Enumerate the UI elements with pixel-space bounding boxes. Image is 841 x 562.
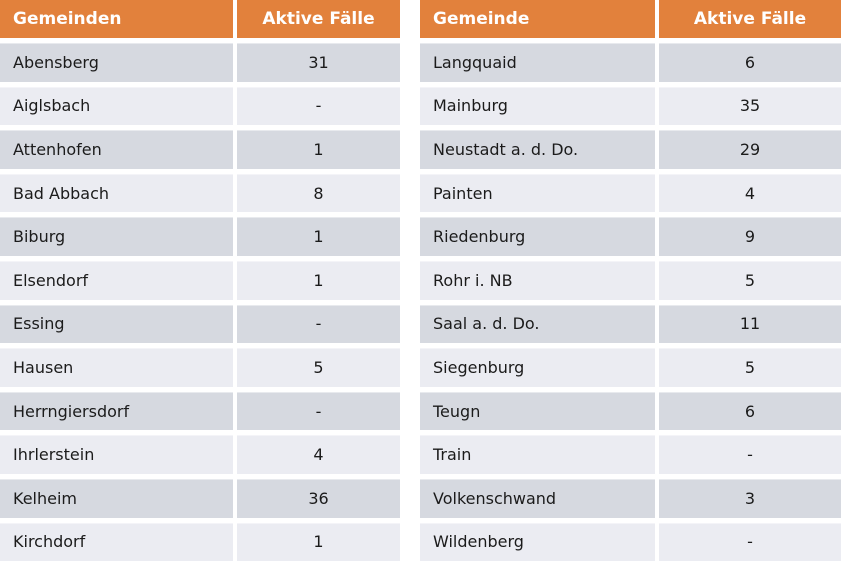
active-cases-value-cell: - xyxy=(237,304,400,344)
municipality-name-cell: Ihrlerstein xyxy=(0,435,233,474)
active-cases-value-cell: 29 xyxy=(659,130,841,169)
municipality-name-cell: Abensberg xyxy=(0,43,233,82)
column-header-gemeinden-left: Gemeinden xyxy=(0,0,233,38)
active-cases-value-cell: 1 xyxy=(237,130,400,169)
municipality-name-cell: Langquaid xyxy=(420,43,655,82)
active-cases-value-cell: 1 xyxy=(237,522,400,562)
active-cases-value-cell: 5 xyxy=(237,348,400,387)
active-cases-value-cell: - xyxy=(237,391,400,431)
column-header-aktive-faelle-left: Aktive Fälle xyxy=(237,0,400,38)
municipality-name-cell: Mainburg xyxy=(420,86,655,126)
active-cases-value-cell: 31 xyxy=(237,43,400,82)
active-cases-value-cell: - xyxy=(237,86,400,126)
column-header-aktive-faelle-right: Aktive Fälle xyxy=(659,0,841,38)
municipality-name-cell: Riedenburg xyxy=(420,217,655,256)
municipality-name-cell: Aiglsbach xyxy=(0,86,233,126)
active-cases-value-cell: 8 xyxy=(237,173,400,213)
active-cases-value-cell: 6 xyxy=(659,43,841,82)
municipality-name-cell: Rohr i. NB xyxy=(420,260,655,300)
municipality-name-cell: Wildenberg xyxy=(420,522,655,562)
municipality-name-cell: Herrngiersdorf xyxy=(0,391,233,431)
municipality-name-cell: Teugn xyxy=(420,391,655,431)
active-cases-value-cell: 1 xyxy=(237,217,400,256)
active-cases-value-cell: - xyxy=(659,435,841,474)
municipality-name-cell: Elsendorf xyxy=(0,260,233,300)
active-cases-value-cell: 6 xyxy=(659,391,841,431)
municipality-name-cell: Essing xyxy=(0,304,233,344)
active-cases-value-cell: 11 xyxy=(659,304,841,344)
active-cases-value-cell: 3 xyxy=(659,478,841,518)
active-cases-value-cell: 36 xyxy=(237,478,400,518)
active-cases-value-cell: 4 xyxy=(237,435,400,474)
municipality-name-cell: Neustadt a. d. Do. xyxy=(420,130,655,169)
municipality-name-cell: Attenhofen xyxy=(0,130,233,169)
active-cases-value-cell: 1 xyxy=(237,260,400,300)
column-header-gemeinde-right: Gemeinde xyxy=(420,0,655,38)
municipality-name-cell: Volkenschwand xyxy=(420,478,655,518)
municipality-name-cell: Bad Abbach xyxy=(0,173,233,213)
active-cases-value-cell: 35 xyxy=(659,86,841,126)
active-cases-value-cell: 9 xyxy=(659,217,841,256)
active-cases-value-cell: - xyxy=(659,522,841,562)
municipality-name-cell: Train xyxy=(420,435,655,474)
municipality-name-cell: Biburg xyxy=(0,217,233,256)
municipality-name-cell: Kirchdorf xyxy=(0,522,233,562)
municipality-name-cell: Saal a. d. Do. xyxy=(420,304,655,344)
municipality-name-cell: Siegenburg xyxy=(420,348,655,387)
active-cases-value-cell: 4 xyxy=(659,173,841,213)
municipality-name-cell: Hausen xyxy=(0,348,233,387)
municipality-name-cell: Kelheim xyxy=(0,478,233,518)
active-cases-value-cell: 5 xyxy=(659,348,841,387)
active-cases-value-cell: 5 xyxy=(659,260,841,300)
municipality-name-cell: Painten xyxy=(420,173,655,213)
